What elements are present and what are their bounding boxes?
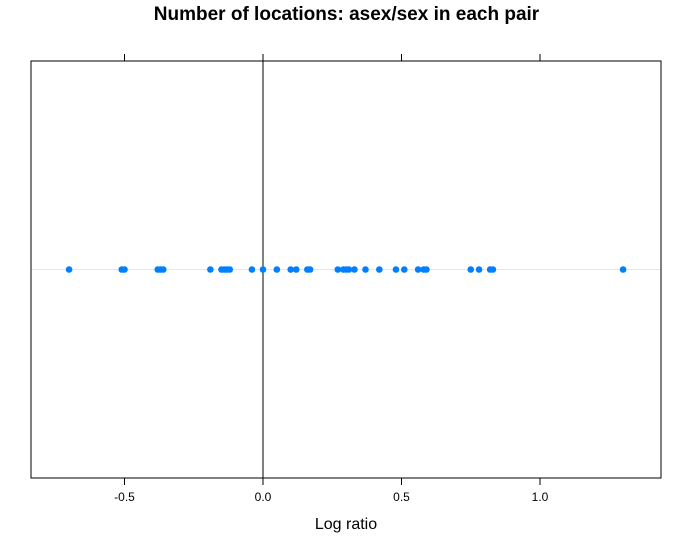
data-point [334,266,342,273]
data-point [65,266,73,273]
data-point [392,266,400,273]
data-point [226,266,234,273]
data-point [121,266,128,273]
x-tick-label: 0.5 [393,490,410,504]
data-point [207,266,214,273]
data-point [159,266,167,273]
x-tick-label: 1.0 [532,490,549,504]
data-point [351,266,358,273]
data-point [259,266,267,273]
data-point [423,266,430,273]
data-point [362,266,369,273]
data-point [467,266,475,273]
data-point [292,266,300,273]
chart-title: Number of locations: asex/sex in each pa… [153,4,540,25]
plot-frame [30,60,662,479]
data-point [475,266,483,273]
data-point [400,266,408,273]
data-points [65,266,627,273]
data-point [273,266,281,273]
data-point [414,266,422,273]
data-point [376,266,383,273]
data-point [345,266,353,273]
data-point [306,266,314,273]
axis-ticks: -0.5 0.0 0.5 1.0 [114,54,549,504]
data-point [287,266,295,273]
data-point [489,266,497,273]
data-point [248,266,256,273]
x-tick-label: 0.0 [255,490,272,504]
x-tick-label: -0.5 [114,490,135,504]
x-axis-title: Log ratio [315,516,377,533]
data-point [619,266,627,273]
